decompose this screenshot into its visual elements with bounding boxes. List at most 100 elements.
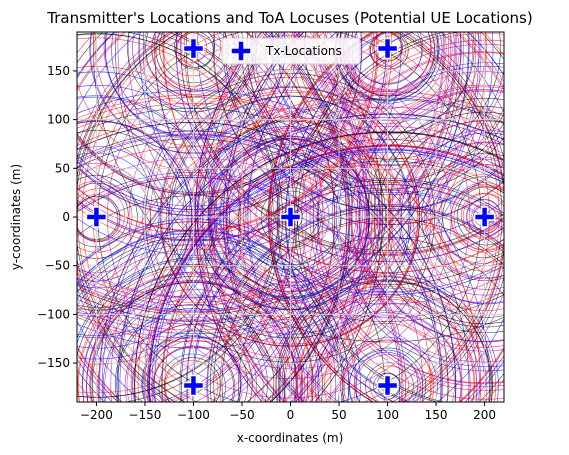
toa-locus [177, 32, 208, 63]
toa-locus [282, 32, 361, 402]
toa-locus [318, 52, 504, 384]
x-tick-label: −150 [128, 408, 161, 422]
toa-locus [99, 95, 504, 402]
toa-locus [118, 113, 504, 402]
plot-frame [76, 31, 505, 403]
toa-locus [158, 353, 226, 402]
toa-locus [356, 89, 504, 342]
x-tick-label: 100 [376, 408, 399, 422]
toa-locus [124, 316, 264, 402]
toa-locus [202, 32, 274, 402]
toa-locus [77, 257, 323, 402]
y-tick-label: 150 [47, 64, 70, 78]
toa-locus [77, 32, 363, 217]
toa-locus [82, 271, 309, 402]
toa-locus [77, 32, 464, 321]
x-tick-label: 150 [425, 408, 448, 422]
toa-locus [219, 142, 366, 289]
x-tick-label: −200 [80, 408, 113, 422]
toa-locus [206, 205, 504, 402]
toa-locus [425, 157, 504, 279]
toa-locus [142, 335, 242, 402]
toa-locus [77, 266, 313, 402]
toa-locus [77, 32, 503, 402]
toa-locus [93, 32, 504, 343]
toa-locus [194, 32, 263, 402]
toa-locus [176, 32, 504, 262]
toa-locus [77, 118, 463, 402]
toa-locus [77, 32, 362, 216]
toa-locus [367, 98, 504, 334]
toa-locus [104, 298, 282, 402]
toa-locus [278, 32, 399, 402]
toa-locus [431, 164, 504, 272]
toa-locus [312, 32, 383, 402]
toa-locus [207, 136, 373, 302]
y-tick-label: −50 [45, 259, 70, 273]
tx-marker-plus-icon [473, 206, 496, 228]
toa-locus [293, 290, 481, 402]
toa-locus [274, 202, 303, 231]
toa-locus [456, 186, 504, 246]
toa-locus [77, 32, 494, 349]
toa-locus [77, 94, 481, 402]
legend: Tx-Locations [221, 37, 361, 65]
toa-locus [175, 32, 214, 70]
toa-locus [300, 298, 478, 402]
tx-marker-plus-icon [279, 206, 302, 228]
toa-locus [77, 32, 402, 256]
toa-locus [126, 319, 257, 402]
toa-locus [77, 32, 444, 298]
toa-locus [207, 204, 504, 402]
toa-locus [400, 132, 504, 305]
axis-ticks: −200 −150 −100 −50 0 50 100 150 200 −150 −100 −50 0 5… [37, 64, 496, 422]
toa-locus [77, 32, 470, 322]
toa-locus [223, 32, 304, 402]
x-tick-label: 0 [287, 408, 295, 422]
toa-locus [326, 32, 394, 402]
toa-locus [388, 120, 504, 312]
toa-locus [77, 32, 461, 316]
toa-locus [77, 32, 445, 298]
toa-locus [227, 32, 308, 402]
toa-locus [369, 365, 409, 402]
x-tick-label: −100 [177, 408, 210, 422]
toa-locus [116, 114, 504, 402]
tx-marker-plus-icon [85, 206, 108, 228]
toa-locus [278, 276, 494, 402]
toa-locus [77, 188, 125, 242]
y-tick-label: 100 [47, 113, 70, 127]
toa-locus [163, 32, 504, 273]
toa-locus [213, 139, 366, 292]
toa-locus [351, 84, 504, 348]
toa-locus [117, 32, 504, 318]
toa-locus [461, 192, 504, 238]
toa-locus [217, 32, 320, 402]
toa-locus [91, 91, 504, 402]
x-axis-label: x-coordinates (m) [237, 431, 344, 445]
toa-locus [311, 310, 463, 402]
x-tick-label: 50 [331, 408, 346, 422]
tx-markers [85, 37, 496, 397]
toa-locus [89, 281, 297, 402]
toa-locus [164, 360, 219, 402]
toa-locus [77, 248, 332, 402]
y-tick-label: 50 [55, 161, 70, 175]
toa-locus [213, 208, 504, 402]
toa-locus [77, 122, 456, 402]
chart-title: Transmitter's Locations and ToA Locuses … [46, 9, 532, 27]
legend-label: Tx-Locations [265, 44, 342, 58]
toa-locus [77, 89, 490, 402]
toa-locus [466, 198, 502, 234]
tx-marker-plus-icon [182, 374, 205, 397]
toa-locus [77, 175, 404, 402]
toa-locus [246, 32, 338, 402]
toa-locus [119, 117, 504, 402]
toa-locus [247, 32, 340, 402]
toa-locus [324, 323, 450, 402]
toa-locus [309, 32, 380, 402]
toa-locus [161, 90, 418, 347]
toa-locus [82, 32, 500, 402]
y-tick-label: 0 [62, 210, 70, 224]
toa-locus [282, 32, 360, 402]
